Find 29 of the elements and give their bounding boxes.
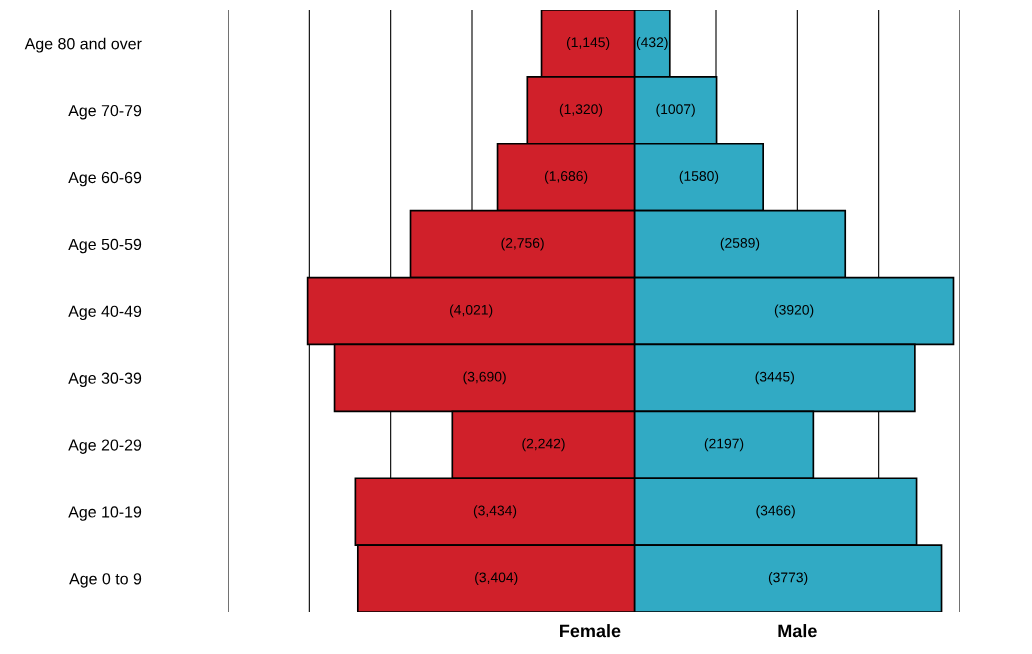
data-label: (1580) <box>679 170 719 184</box>
data-label: (3,690) <box>463 371 506 385</box>
data-label: (2,756) <box>501 237 544 251</box>
y-tick-label: Age 0 to 9 <box>69 573 142 588</box>
y-tick-label: Age 80 and over <box>24 37 142 53</box>
series-label: Female <box>560 624 621 638</box>
data-label: (1007) <box>656 103 695 117</box>
data-label: (3445) <box>755 371 794 385</box>
data-label: (2,242) <box>522 438 565 452</box>
data-label: (2589) <box>720 237 760 251</box>
data-label: (432) <box>636 36 668 50</box>
data-label: (1,145) <box>566 36 610 50</box>
data-label: (1,320) <box>559 103 603 117</box>
y-tick-label: Age 70-79 <box>68 104 142 120</box>
data-label: (3920) <box>774 304 814 318</box>
series-label: Male <box>778 624 817 638</box>
data-label: (3,404) <box>475 572 518 586</box>
data-label: (3,434) <box>473 505 517 519</box>
y-tick-label: Age 30-39 <box>68 372 142 387</box>
data-label: (1,686) <box>544 170 588 184</box>
y-tick-label: Age 10-19 <box>68 506 142 521</box>
y-tick-label: Age 40-49 <box>68 305 142 321</box>
y-tick-label: Age 20-29 <box>68 439 142 454</box>
data-label: (4,021) <box>450 304 493 318</box>
data-label: (2197) <box>704 438 744 452</box>
y-tick-label: Age 60-69 <box>68 171 142 187</box>
data-label: (3773) <box>768 572 808 586</box>
data-label: (3466) <box>756 505 795 519</box>
y-tick-label: Age 50-59 <box>68 238 142 254</box>
